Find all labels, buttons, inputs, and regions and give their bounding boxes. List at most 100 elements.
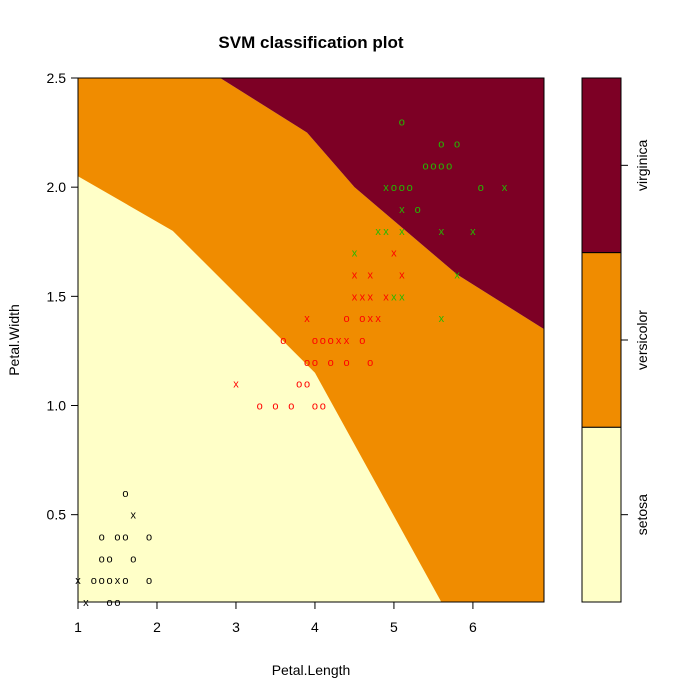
plot-frame [77, 77, 545, 603]
x-tick-label: 5 [390, 619, 398, 635]
data-point-versicolor: o [312, 335, 318, 347]
data-point-setosa: o [146, 532, 152, 544]
data-point-versicolor: o [367, 357, 373, 369]
support-vector-virginica: x [399, 226, 405, 238]
data-point-setosa: o [107, 575, 113, 587]
data-point-setosa: o [107, 597, 113, 609]
support-vector-versicolor: x [233, 379, 239, 391]
data-point-setosa: o [122, 488, 128, 500]
support-vector-versicolor: x [367, 291, 373, 303]
legend-label-versicolor: versicolor [634, 310, 650, 370]
data-point-versicolor: o [343, 313, 349, 325]
data-point-virginica: o [438, 139, 444, 151]
data-point-setosa: o [91, 575, 97, 587]
y-tick-label: 1.5 [47, 288, 67, 304]
support-vector-versicolor: x [375, 313, 381, 325]
support-vector-virginica: x [399, 204, 405, 216]
support-vector-versicolor: x [344, 335, 350, 347]
x-axis-label: Petal.Length [272, 662, 351, 678]
data-point-virginica: o [391, 182, 397, 194]
x-tick-label: 3 [232, 619, 240, 635]
legend-swatch-versicolor [581, 252, 622, 428]
support-vector-setosa: x [83, 597, 89, 609]
legend-label-virginica: virginica [634, 139, 650, 191]
data-point-setosa: o [122, 575, 128, 587]
data-point-setosa: o [114, 532, 120, 544]
data-point-virginica: o [454, 139, 460, 151]
region-versicolor [78, 78, 544, 602]
y-axis: 0.5 1.0 1.5 2.0 2.5 [47, 70, 78, 523]
support-vector-virginica: x [454, 270, 460, 282]
support-vector-virginica: x [470, 226, 476, 238]
x-tick-label: 4 [311, 619, 319, 635]
support-vector-virginica: x [439, 313, 445, 325]
region-virginica [220, 78, 544, 330]
support-vector-virginica: x [352, 248, 358, 260]
data-point-versicolor: o [304, 357, 310, 369]
data-point-setosa: o [99, 553, 105, 565]
support-vector-virginica: x [502, 182, 508, 194]
support-vector-virginica: x [439, 226, 445, 238]
data-point-setosa: o [130, 553, 136, 565]
support-vector-versicolor: x [360, 291, 366, 303]
support-vector-virginica: x [399, 291, 405, 303]
data-point-virginica: o [478, 182, 484, 194]
data-point-virginica: o [438, 160, 444, 172]
legend-colorbar: virginica versicolor setosa [581, 77, 650, 603]
data-point-virginica: o [430, 160, 436, 172]
support-vector-virginica: x [383, 182, 389, 194]
support-vector-virginica: x [375, 226, 381, 238]
y-tick-label: 1.0 [47, 398, 67, 414]
x-axis: 1 2 3 4 5 6 [74, 602, 477, 635]
data-point-versicolor: o [272, 401, 278, 413]
data-point-setosa: o [107, 553, 113, 565]
data-point-versicolor: o [320, 335, 326, 347]
legend-swatch-virginica [581, 77, 622, 254]
data-point-versicolor: o [296, 379, 302, 391]
support-vector-virginica: x [383, 226, 389, 238]
support-vector-versicolor: x [383, 291, 389, 303]
support-vector-versicolor: x [336, 335, 342, 347]
support-vector-versicolor: x [367, 313, 373, 325]
y-tick-label: 2.5 [47, 70, 67, 86]
data-point-virginica: o [399, 182, 405, 194]
support-vector-virginica: x [391, 291, 397, 303]
x-tick-label: 1 [74, 619, 82, 635]
data-point-virginica: o [415, 204, 421, 216]
support-vector-setosa: x [131, 510, 137, 522]
data-point-virginica: o [446, 160, 452, 172]
data-point-virginica: o [407, 182, 413, 194]
data-point-versicolor: o [320, 401, 326, 413]
data-point-setosa: o [114, 597, 120, 609]
data-point-versicolor: o [312, 401, 318, 413]
y-tick-label: 0.5 [47, 507, 67, 523]
data-point-versicolor: o [280, 335, 286, 347]
data-point-versicolor: o [257, 401, 263, 413]
support-vector-versicolor: x [352, 270, 358, 282]
data-point-versicolor: o [359, 313, 365, 325]
support-vector-setosa: x [115, 575, 121, 587]
data-point-versicolor: o [304, 379, 310, 391]
data-point-versicolor: o [328, 357, 334, 369]
legend-swatch-setosa [581, 426, 622, 603]
support-vector-versicolor: x [367, 270, 373, 282]
data-point-setosa: o [99, 532, 105, 544]
data-point-versicolor: o [328, 335, 334, 347]
data-point-versicolor: o [288, 401, 294, 413]
data-point-setosa: o [99, 575, 105, 587]
y-axis-label: Petal.Width [6, 304, 22, 376]
legend-label-setosa: setosa [634, 494, 650, 535]
y-tick-label: 2.0 [47, 179, 67, 195]
support-vector-versicolor: x [399, 270, 405, 282]
data-point-setosa: o [146, 575, 152, 587]
x-tick-label: 6 [469, 619, 477, 635]
support-vector-versicolor: x [304, 313, 310, 325]
data-point-versicolor: o [359, 335, 365, 347]
support-vector-versicolor: x [352, 291, 358, 303]
chart-title: SVM classification plot [218, 33, 403, 52]
support-vector-versicolor: x [391, 248, 397, 260]
data-point-versicolor: o [343, 357, 349, 369]
data-point-virginica: o [399, 117, 405, 129]
